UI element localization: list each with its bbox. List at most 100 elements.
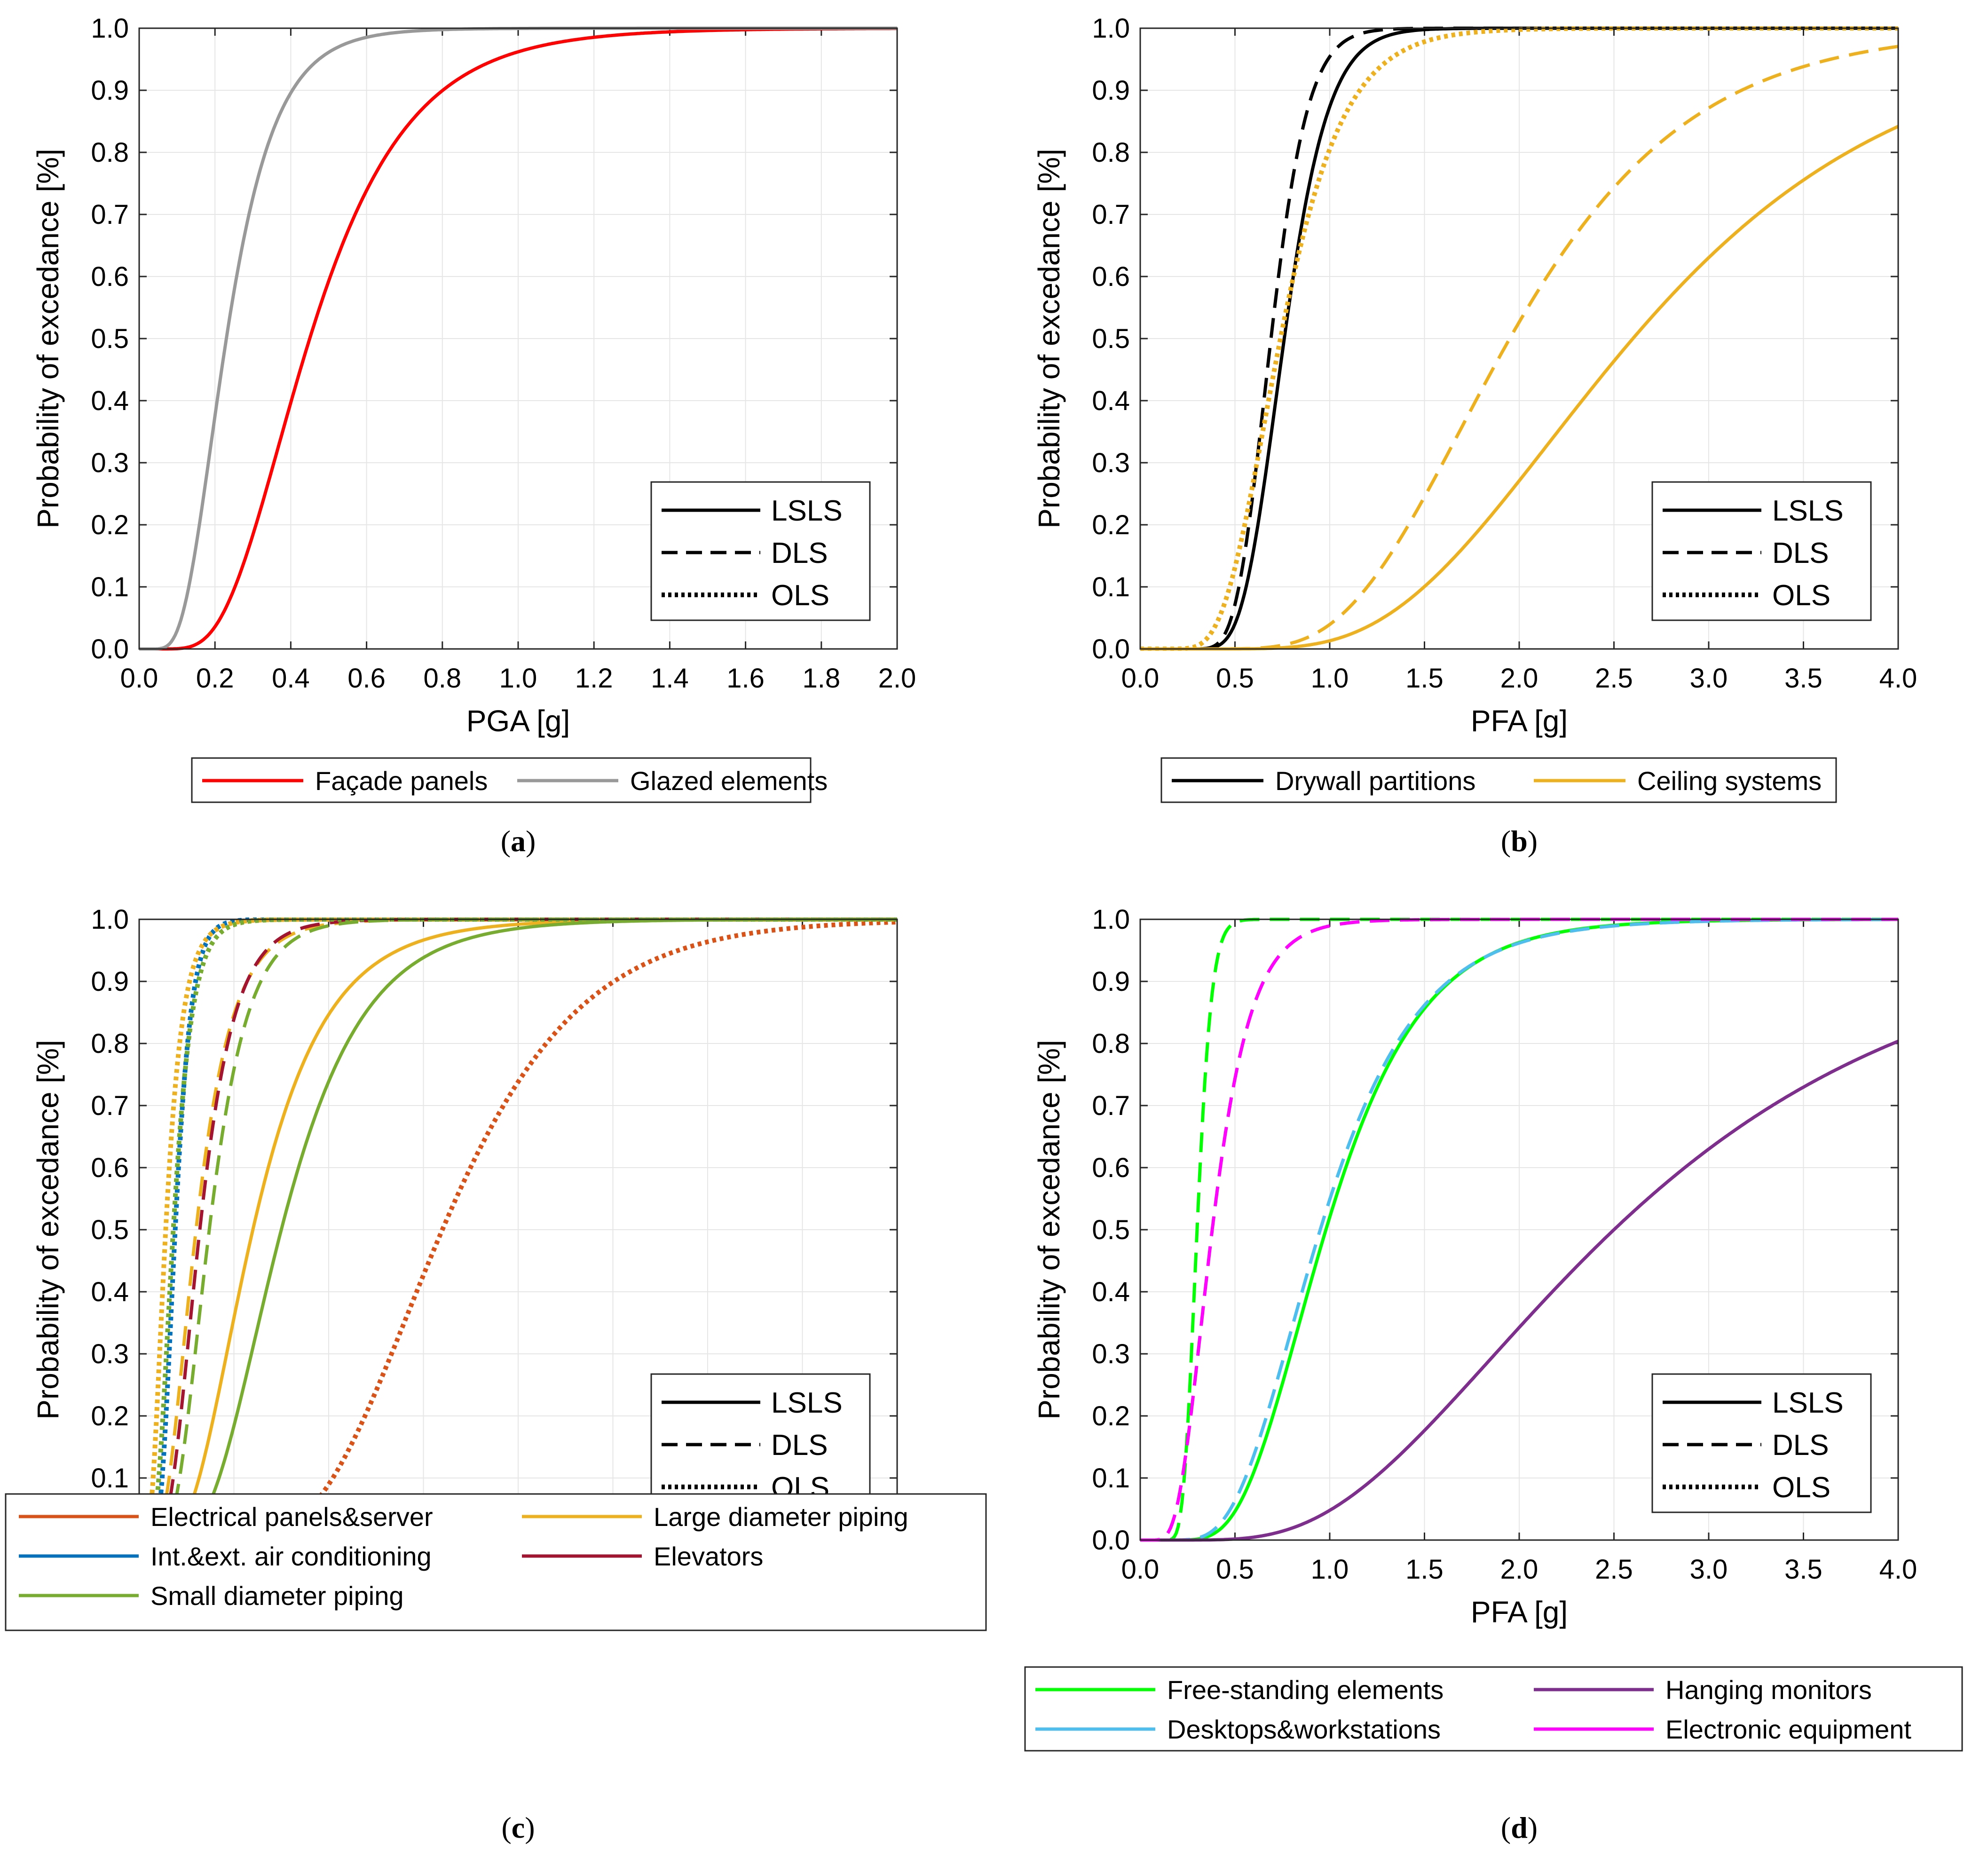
x-tick-label: 2.0 — [1500, 1554, 1538, 1585]
y-tick-label: 0.7 — [1092, 1091, 1130, 1121]
caption-letter: b — [1511, 824, 1528, 858]
y-tick-label: 0.6 — [1092, 261, 1130, 292]
chart-panel-d: 0.0 0.5 1.0 1.5 2.0 2.5 3.0 3.5 4.0 0.0 0.1 0.2 0.3 0… — [1024, 904, 1963, 1844]
y-axis-label: Probability of excedance [%] — [1032, 149, 1066, 529]
y-tick-label: 0.0 — [1092, 634, 1130, 664]
x-tick-label: 3.5 — [1784, 663, 1822, 694]
y-tick-label: 0.9 — [1092, 966, 1130, 997]
caption-open: ( — [1501, 824, 1511, 858]
y-tick-label: 0.8 — [91, 1028, 129, 1059]
caption-letter: a — [511, 824, 526, 858]
component-legend: Façade panels Glazed elements — [191, 757, 828, 803]
y-tick-label: 0.6 — [91, 1153, 129, 1183]
axes-frame — [1139, 27, 1899, 650]
legend-label-lsls: LSLS — [1772, 1387, 1844, 1419]
y-tick-label: 1.0 — [1092, 904, 1130, 935]
x-tick-label: 1.8 — [802, 663, 840, 694]
series-line-hanging-monitors-lsls — [1140, 1039, 1898, 1542]
legend-label-dls: DLS — [771, 537, 828, 569]
x-tick-label: 4.0 — [1879, 663, 1917, 694]
legend-label-fa-ade-panels: Façade panels — [315, 766, 488, 796]
y-tick-label: 0.0 — [91, 634, 129, 664]
y-tick-label: 0.1 — [1092, 572, 1130, 602]
y-tick-label: 0.8 — [1092, 137, 1130, 168]
x-tick-label: 0.0 — [120, 663, 158, 694]
y-tick-label: 0.3 — [1092, 1339, 1130, 1369]
x-tick-label: 3.5 — [1784, 1554, 1822, 1585]
y-axis-label: Probability of excedance [%] — [1032, 1040, 1066, 1420]
caption-close: ) — [1528, 1811, 1538, 1844]
caption-close: ) — [526, 824, 536, 858]
y-tick-label: 0.3 — [91, 1339, 129, 1369]
x-tick-label: 0.5 — [1216, 663, 1254, 694]
y-tick-label: 0.5 — [1092, 324, 1130, 354]
legend-label-ols: OLS — [1772, 579, 1830, 612]
y-tick-label: 0.0 — [1092, 1525, 1130, 1556]
x-axis-label: PGA [g] — [466, 704, 570, 738]
y-tick-label: 1.0 — [91, 13, 129, 44]
x-tick-label: 0.0 — [1121, 1554, 1160, 1585]
legend-label-dls: DLS — [1772, 537, 1829, 569]
legend-label-lsls: LSLS — [771, 1387, 843, 1419]
y-tick-label: 0.4 — [91, 386, 129, 416]
x-tick-label: 1.2 — [575, 663, 613, 694]
axes-frame — [138, 27, 898, 650]
x-axis-label: PFA [g] — [1471, 704, 1568, 738]
y-tick-label: 0.4 — [1092, 1277, 1130, 1307]
x-tick-label: 0.5 — [1216, 1554, 1254, 1585]
x-tick-label: 1.4 — [651, 663, 689, 694]
y-tick-label: 0.9 — [91, 966, 129, 997]
y-tick-label: 0.6 — [91, 261, 129, 292]
legend-label-lsls: LSLS — [771, 495, 843, 527]
series-line-desktops-workstations-dls — [1140, 917, 1898, 1542]
legend-label-dls: DLS — [771, 1429, 828, 1462]
y-tick-label: 0.7 — [91, 199, 129, 230]
caption-open: ( — [501, 824, 511, 858]
x-tick-label: 1.5 — [1405, 1554, 1444, 1585]
caption-close: ) — [1528, 824, 1538, 858]
x-tick-label: 2.5 — [1595, 663, 1633, 694]
legend-label-elevators: Elevators — [654, 1541, 763, 1571]
legend-label-large-diameter-piping: Large diameter piping — [654, 1502, 908, 1532]
y-tick-label: 0.3 — [91, 448, 129, 478]
y-axis-label: Probability of excedance [%] — [31, 1040, 65, 1420]
caption-letter: c — [512, 1811, 525, 1844]
legend-label-electronic-equipment: Electronic equipment — [1665, 1715, 1911, 1744]
legend-label-desktops-workstations: Desktops&workstations — [1167, 1715, 1441, 1744]
legend-label-int-ext-air-conditioning: Int.&ext. air conditioning — [150, 1541, 432, 1571]
y-tick-label: 0.8 — [1092, 1028, 1130, 1059]
y-tick-label: 0.2 — [1092, 1401, 1130, 1431]
y-tick-label: 0.7 — [1092, 199, 1130, 230]
component-legend: Drywall partitions Ceiling systems — [1160, 757, 1837, 803]
y-tick-label: 0.2 — [91, 1401, 129, 1431]
legend-label-dls: DLS — [1772, 1429, 1829, 1462]
series-line-small-diameter-piping-ols — [139, 917, 897, 1542]
panel-caption: (c) — [501, 1811, 535, 1844]
x-tick-label: 4.0 — [1879, 1554, 1917, 1585]
y-tick-label: 1.0 — [1092, 13, 1130, 44]
legend-label-small-diameter-piping: Small diameter piping — [150, 1581, 403, 1611]
x-tick-label: 3.0 — [1690, 1554, 1728, 1585]
y-tick-label: 0.1 — [91, 572, 129, 602]
y-tick-label: 0.1 — [91, 1463, 129, 1494]
legend-label-ols: OLS — [1772, 1471, 1830, 1504]
y-tick-label: 0.1 — [1092, 1463, 1130, 1494]
x-tick-label: 0.4 — [272, 663, 310, 694]
x-tick-label: 0.0 — [1121, 663, 1160, 694]
y-tick-label: 0.5 — [1092, 1215, 1130, 1245]
series-line-ceiling-systems-ols — [1140, 26, 1898, 651]
legend-label-glazed-elements: Glazed elements — [630, 766, 828, 796]
caption-open: ( — [501, 1811, 511, 1844]
y-axis-label: Probability of excedance [%] — [31, 149, 65, 529]
limit-state-legend: LSLS DLS OLS — [1651, 1373, 1872, 1513]
y-tick-label: 0.5 — [91, 324, 129, 354]
y-tick-label: 0.3 — [1092, 448, 1130, 478]
x-tick-label: 0.2 — [196, 663, 234, 694]
x-tick-label: 1.6 — [726, 663, 765, 694]
y-tick-label: 0.8 — [91, 137, 129, 168]
caption-close: ) — [525, 1811, 535, 1844]
